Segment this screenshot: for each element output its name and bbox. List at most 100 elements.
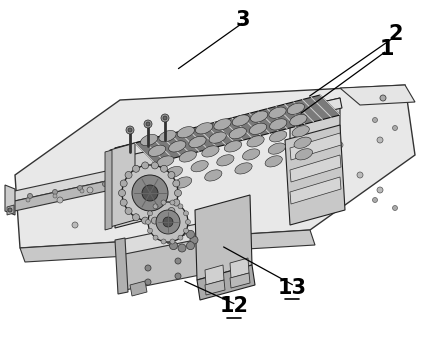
Polygon shape	[120, 215, 245, 255]
Circle shape	[187, 242, 194, 250]
Ellipse shape	[229, 128, 246, 139]
Circle shape	[119, 189, 126, 197]
Circle shape	[77, 186, 83, 190]
Polygon shape	[10, 168, 120, 202]
Circle shape	[184, 211, 188, 216]
Circle shape	[53, 194, 57, 198]
Circle shape	[26, 198, 30, 202]
Circle shape	[187, 230, 194, 238]
Circle shape	[357, 172, 363, 178]
Circle shape	[52, 189, 58, 194]
Ellipse shape	[189, 137, 206, 147]
Polygon shape	[105, 150, 112, 230]
Circle shape	[147, 228, 153, 233]
Ellipse shape	[295, 149, 313, 160]
Polygon shape	[20, 230, 315, 262]
Circle shape	[380, 95, 386, 101]
Circle shape	[173, 199, 180, 206]
Polygon shape	[135, 95, 340, 163]
Polygon shape	[115, 135, 165, 228]
Polygon shape	[7, 205, 14, 215]
Circle shape	[168, 172, 175, 178]
Circle shape	[145, 220, 150, 225]
Ellipse shape	[179, 151, 197, 162]
Circle shape	[125, 172, 132, 178]
Polygon shape	[290, 133, 341, 160]
Circle shape	[372, 198, 378, 202]
Ellipse shape	[202, 146, 219, 157]
Ellipse shape	[243, 149, 260, 160]
Circle shape	[57, 197, 63, 203]
Text: 1: 1	[380, 39, 394, 59]
Circle shape	[146, 122, 150, 126]
Text: 2: 2	[388, 24, 403, 44]
Ellipse shape	[290, 114, 307, 126]
Ellipse shape	[251, 111, 268, 122]
Polygon shape	[205, 280, 225, 295]
Polygon shape	[205, 265, 224, 285]
Circle shape	[80, 189, 84, 193]
Ellipse shape	[196, 123, 213, 134]
Circle shape	[178, 244, 186, 252]
Ellipse shape	[270, 131, 287, 142]
Circle shape	[168, 208, 175, 214]
Ellipse shape	[249, 123, 267, 134]
Circle shape	[170, 200, 175, 205]
Circle shape	[142, 185, 158, 201]
Circle shape	[28, 193, 33, 199]
Polygon shape	[290, 155, 341, 182]
Circle shape	[145, 265, 151, 271]
Circle shape	[148, 202, 188, 242]
Circle shape	[72, 222, 78, 228]
Ellipse shape	[270, 119, 287, 130]
Circle shape	[178, 235, 183, 240]
Polygon shape	[290, 177, 341, 204]
Circle shape	[166, 236, 174, 244]
Circle shape	[125, 208, 132, 214]
Text: 13: 13	[278, 278, 307, 298]
Polygon shape	[15, 85, 415, 248]
Ellipse shape	[214, 119, 231, 130]
Circle shape	[132, 214, 139, 221]
Ellipse shape	[209, 132, 226, 143]
Polygon shape	[285, 125, 345, 225]
Text: 3: 3	[236, 10, 250, 30]
Polygon shape	[290, 98, 340, 190]
Polygon shape	[115, 98, 342, 158]
Circle shape	[147, 211, 153, 216]
Ellipse shape	[141, 134, 158, 146]
Circle shape	[175, 258, 181, 264]
Ellipse shape	[232, 115, 249, 126]
Ellipse shape	[191, 161, 208, 172]
Circle shape	[393, 205, 397, 211]
Circle shape	[377, 137, 383, 143]
Circle shape	[153, 204, 158, 209]
Circle shape	[151, 217, 158, 224]
Polygon shape	[120, 230, 250, 290]
Ellipse shape	[159, 131, 176, 142]
Ellipse shape	[217, 155, 234, 166]
Polygon shape	[197, 265, 255, 300]
Text: 12: 12	[220, 296, 249, 316]
Polygon shape	[115, 238, 128, 294]
Circle shape	[151, 162, 158, 169]
Polygon shape	[195, 195, 252, 280]
Ellipse shape	[294, 137, 311, 149]
Circle shape	[107, 185, 111, 189]
Circle shape	[160, 214, 168, 221]
Ellipse shape	[157, 156, 174, 167]
Circle shape	[184, 228, 188, 233]
Circle shape	[372, 118, 378, 122]
Ellipse shape	[268, 143, 286, 154]
Circle shape	[377, 187, 383, 193]
Circle shape	[132, 165, 139, 172]
Ellipse shape	[287, 103, 304, 114]
Circle shape	[178, 204, 183, 209]
Circle shape	[120, 180, 127, 187]
Polygon shape	[230, 273, 250, 288]
Ellipse shape	[265, 156, 283, 167]
Ellipse shape	[169, 141, 186, 152]
Circle shape	[173, 180, 180, 187]
Circle shape	[120, 199, 127, 206]
Circle shape	[161, 239, 166, 244]
